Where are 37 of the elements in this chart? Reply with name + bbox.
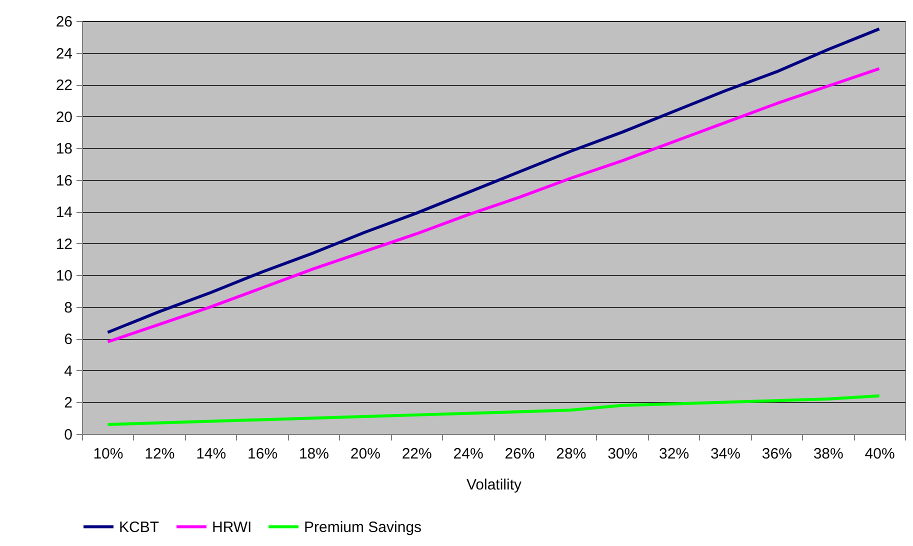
x-tick-label: 16% (248, 446, 278, 462)
legend-label: KCBT (119, 518, 160, 536)
y-tick-label: 10 (56, 268, 72, 285)
x-tick-label: 24% (453, 446, 484, 462)
line-series (106, 394, 881, 426)
y-tick-label: 12 (56, 236, 72, 253)
x-tick-label: 30% (608, 446, 638, 462)
x-tick-label: 28% (556, 446, 586, 462)
line-series (106, 27, 881, 334)
x-tick-label: 22% (402, 446, 432, 462)
x-tick-label: 38% (813, 446, 844, 462)
y-tick-label: 8 (64, 299, 72, 316)
x-tick-label: 36% (762, 446, 792, 462)
x-tick-label: 18% (298, 446, 329, 462)
legend-label: HRWI (212, 518, 252, 536)
y-tick-label: 20 (56, 108, 72, 126)
y-tick-label: 18 (56, 140, 72, 158)
y-tick-label: 16 (56, 172, 72, 190)
line-series (106, 67, 881, 344)
x-tick-label: 10% (93, 446, 124, 462)
y-tick-label: 2 (64, 394, 72, 412)
x-axis-title: Volatility (466, 476, 522, 494)
y-tick-label: 22 (56, 77, 72, 94)
x-tick-label: 34% (710, 446, 740, 462)
x-tick-label: 20% (350, 446, 380, 462)
legend-label: Premium Savings (304, 518, 422, 536)
x-tick-label: 26% (504, 446, 535, 462)
y-tick-label: 6 (64, 331, 72, 348)
y-tick-label: 0 (64, 426, 72, 444)
x-tick-label: 12% (144, 446, 175, 462)
y-tick-label: 24 (56, 45, 72, 62)
x-tick-label: 32% (659, 446, 690, 462)
y-tick-label: 14 (56, 204, 72, 222)
y-tick-label: 26 (56, 14, 72, 30)
x-tick-label: 14% (196, 446, 226, 462)
y-tick-label: 4 (64, 362, 72, 380)
x-tick-label: 40% (864, 446, 895, 462)
